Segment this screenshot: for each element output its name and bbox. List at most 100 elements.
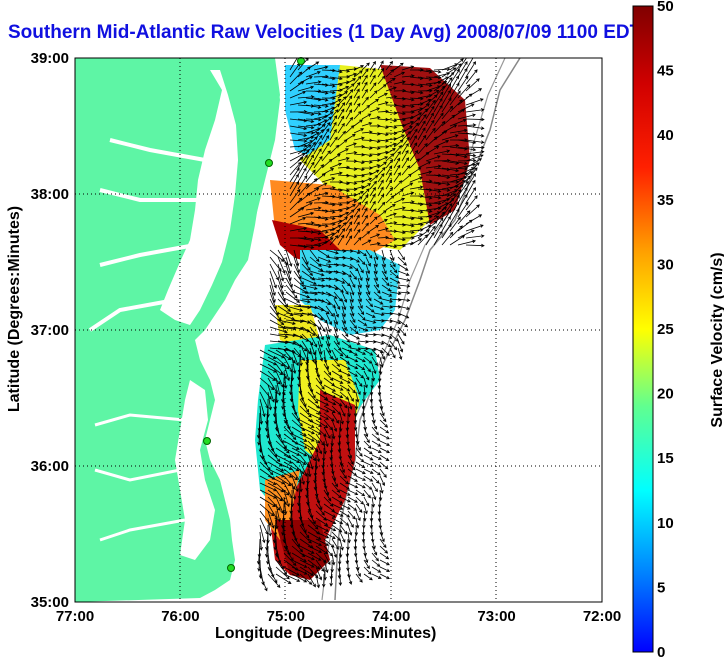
velocity-arrow	[259, 370, 277, 381]
velocity-arrow	[355, 510, 361, 522]
velocity-arrow	[339, 461, 345, 474]
velocity-arrow	[465, 167, 478, 183]
velocity-arrow	[315, 531, 330, 539]
velocity-arrow	[329, 128, 337, 141]
colorbar-tick-label: 30	[657, 256, 674, 273]
velocity-arrow	[289, 132, 308, 137]
velocity-arrow	[353, 81, 361, 92]
velocity-arrow	[275, 503, 281, 523]
velocity-arrow	[321, 150, 331, 162]
velocity-arrow	[409, 128, 418, 141]
velocity-arrow	[307, 454, 314, 470]
velocity-arrow	[317, 256, 332, 263]
velocity-arrow	[441, 97, 452, 113]
velocity-arrow	[349, 298, 354, 310]
velocity-arrow	[385, 204, 396, 211]
velocity-arrow	[313, 216, 329, 221]
velocity-arrow	[449, 167, 469, 171]
velocity-arrow	[397, 340, 404, 353]
velocity-arrow	[369, 107, 381, 113]
velocity-arrow	[341, 284, 349, 295]
velocity-arrow	[401, 165, 411, 176]
velocity-arrow	[289, 173, 299, 190]
velocity-arrow	[457, 68, 468, 85]
y-tick-label: 39:00	[31, 50, 69, 67]
velocity-arrow	[393, 139, 404, 148]
velocity-arrow	[345, 227, 352, 239]
velocity-arrow	[377, 75, 386, 85]
velocity-arrow	[333, 347, 344, 357]
velocity-arrow	[345, 88, 354, 99]
x-tick-label: 72:00	[583, 608, 621, 625]
velocity-arrow	[379, 454, 390, 461]
velocity-arrow	[465, 154, 484, 162]
velocity-arrow	[259, 349, 277, 359]
velocity-arrow	[379, 545, 389, 554]
velocity-arrow	[353, 88, 360, 99]
velocity-arrow	[355, 475, 366, 481]
velocity-arrow	[401, 182, 414, 190]
velocity-arrow	[417, 151, 430, 162]
velocity-arrow	[349, 284, 355, 296]
velocity-arrow	[259, 377, 275, 391]
velocity-arrow	[313, 141, 322, 155]
velocity-arrow	[393, 111, 406, 116]
velocity-arrow	[449, 171, 468, 176]
velocity-arrow	[363, 475, 374, 482]
velocity-arrow	[347, 398, 353, 410]
velocity-arrow	[291, 440, 308, 449]
velocity-arrow	[309, 340, 316, 356]
velocity-arrow	[315, 405, 330, 413]
velocity-arrow	[289, 226, 308, 232]
velocity-arrow	[363, 468, 374, 474]
velocity-arrow	[393, 157, 401, 169]
colorbar-tick-label: 5	[657, 579, 665, 596]
velocity-arrow	[285, 277, 295, 294]
velocity-arrow	[441, 209, 452, 225]
velocity-arrow	[313, 223, 329, 228]
velocity-arrow	[345, 78, 357, 85]
velocity-arrow	[433, 181, 451, 186]
velocity-arrow	[361, 230, 371, 239]
velocity-arrow	[323, 510, 336, 518]
velocity-arrow	[409, 167, 422, 176]
velocity-arrow	[354, 524, 359, 537]
velocity-arrow	[331, 475, 338, 488]
velocity-arrow	[299, 468, 305, 485]
velocity-arrow	[347, 475, 358, 482]
velocity-arrow	[285, 340, 303, 348]
velocity-arrow	[417, 103, 431, 113]
velocity-arrow	[321, 106, 336, 113]
velocity-arrow	[393, 197, 406, 204]
velocity-arrow	[369, 98, 379, 106]
velocity-arrow	[299, 433, 315, 442]
velocity-arrow	[289, 188, 301, 204]
velocity-arrow	[377, 210, 387, 218]
velocity-arrow	[361, 207, 368, 218]
velocity-arrow	[379, 461, 389, 470]
velocity-arrow	[347, 503, 358, 511]
velocity-arrow	[385, 195, 395, 204]
velocity-arrow	[339, 398, 348, 409]
velocity-arrow	[449, 160, 468, 165]
velocity-arrow	[457, 113, 476, 120]
velocity-arrow	[345, 174, 358, 179]
velocity-arrow	[321, 128, 330, 141]
velocity-arrow	[449, 235, 466, 246]
velocity-arrow	[393, 180, 403, 190]
velocity-arrow	[365, 298, 374, 308]
sound	[175, 380, 215, 560]
velocity-arrow	[379, 426, 390, 434]
velocity-arrow	[347, 468, 358, 477]
velocity-arrow	[349, 249, 361, 255]
velocity-arrow	[357, 319, 368, 326]
velocity-arrow	[299, 545, 315, 554]
velocity-arrow	[371, 552, 379, 562]
velocity-arrow	[371, 538, 376, 550]
velocity-arrow	[369, 164, 381, 169]
velocity-arrow	[433, 174, 451, 179]
velocity-arrow	[333, 270, 347, 276]
y-tick-label: 35:00	[31, 594, 69, 611]
velocity-arrow	[297, 192, 312, 204]
velocity-arrow	[457, 93, 473, 106]
